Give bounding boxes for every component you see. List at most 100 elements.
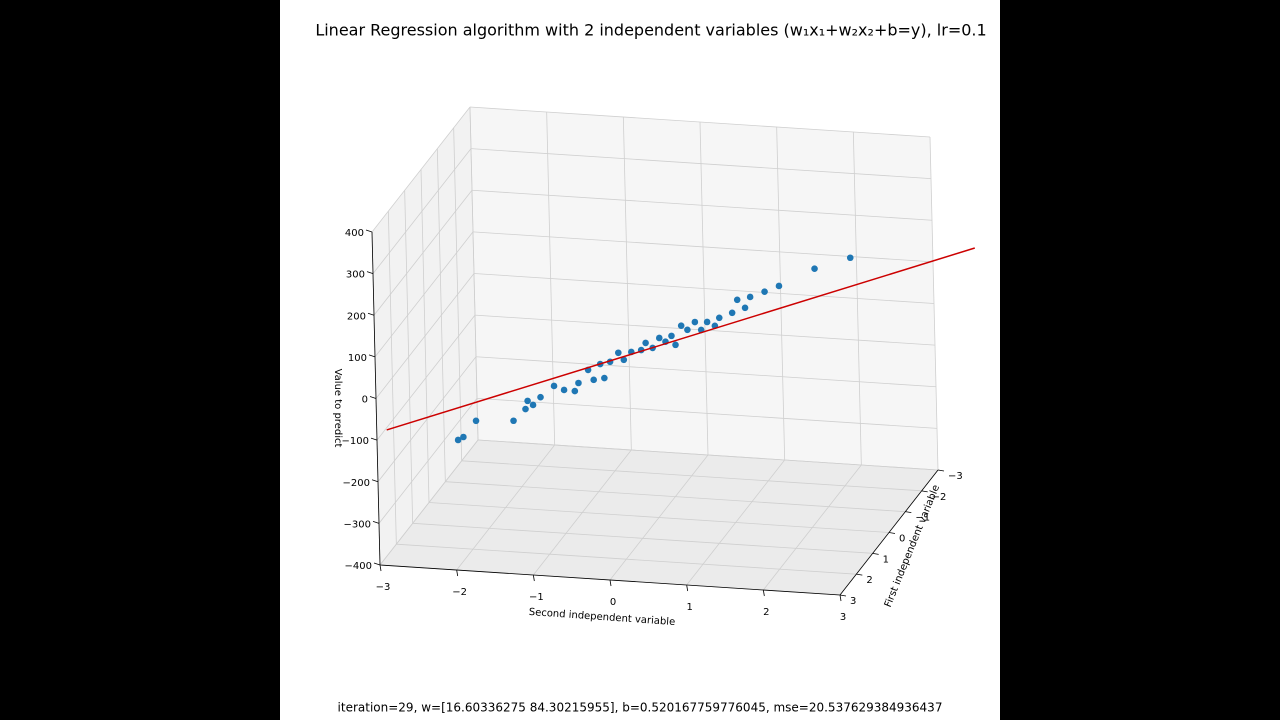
point bbox=[642, 339, 649, 347]
point bbox=[615, 349, 622, 357]
point bbox=[746, 293, 754, 301]
tick-mark bbox=[888, 532, 896, 534]
point bbox=[728, 309, 736, 317]
x1-tick-label: 0 bbox=[899, 534, 905, 545]
point bbox=[677, 322, 685, 329]
point bbox=[668, 332, 675, 340]
point bbox=[560, 386, 568, 394]
point bbox=[460, 433, 467, 441]
tick-mark bbox=[937, 469, 945, 472]
tick-mark bbox=[609, 579, 612, 587]
x1-tick-label: 1 bbox=[883, 554, 889, 565]
z-axis-line bbox=[371, 231, 381, 566]
x1-axis-line bbox=[839, 469, 939, 596]
grid-line bbox=[376, 314, 476, 441]
tick-mark bbox=[367, 312, 375, 316]
point bbox=[703, 318, 711, 326]
tick-mark bbox=[370, 437, 378, 441]
point bbox=[537, 393, 544, 401]
x2-tick-label: −2 bbox=[452, 587, 467, 598]
x1-tick-label: −1 bbox=[915, 513, 930, 524]
x2-tick-label: 1 bbox=[686, 602, 692, 613]
x2-tick-label: 2 bbox=[763, 607, 769, 618]
tick-mark bbox=[839, 594, 847, 597]
tick-mark bbox=[366, 271, 374, 275]
point bbox=[741, 304, 749, 312]
point bbox=[761, 288, 768, 295]
x2-axis-line bbox=[379, 564, 841, 596]
tick-mark bbox=[762, 589, 765, 597]
tick-mark bbox=[905, 511, 912, 514]
z-tick-label: 300 bbox=[346, 270, 365, 281]
grid-line bbox=[378, 398, 478, 524]
grid-line bbox=[445, 481, 906, 513]
grid-line bbox=[461, 460, 922, 492]
tick-mark bbox=[379, 564, 382, 572]
grid-line bbox=[472, 231, 934, 263]
point bbox=[715, 314, 723, 322]
x2-tick-label: −3 bbox=[376, 582, 391, 593]
tick-mark bbox=[368, 354, 376, 358]
grid-line bbox=[473, 273, 935, 304]
point bbox=[590, 376, 597, 384]
point bbox=[529, 401, 537, 409]
x2-tick-label: −1 bbox=[529, 592, 544, 603]
z-tick-label: 400 bbox=[345, 228, 364, 239]
tick-mark bbox=[921, 490, 928, 493]
point bbox=[811, 265, 818, 273]
point bbox=[684, 326, 691, 334]
point bbox=[691, 318, 699, 326]
annotation: iteration=29, w=[16.60336275 84.30215955… bbox=[338, 701, 943, 715]
point bbox=[655, 334, 663, 342]
point bbox=[522, 405, 529, 413]
z-tick-label: −400 bbox=[345, 561, 372, 572]
grid-line bbox=[396, 543, 857, 575]
grid-line bbox=[474, 314, 936, 346]
chart-title: Linear Regression algorithm with 2 indep… bbox=[315, 21, 986, 40]
z-tick-label: −200 bbox=[343, 478, 370, 489]
point bbox=[550, 382, 558, 390]
z-tick-label: 200 bbox=[347, 311, 366, 322]
point bbox=[510, 417, 517, 425]
grid-line bbox=[428, 502, 890, 533]
grid-line bbox=[374, 231, 474, 358]
z-tick-label: −100 bbox=[342, 436, 369, 447]
grid-line bbox=[371, 106, 471, 233]
grid-line bbox=[379, 439, 479, 566]
tick-mark bbox=[365, 229, 373, 233]
z-tick-label: −300 bbox=[344, 519, 371, 530]
tick-mark bbox=[371, 479, 379, 483]
panes bbox=[365, 106, 945, 602]
grid-line bbox=[475, 356, 937, 388]
tick-mark bbox=[686, 584, 689, 592]
x2-tick-label: 3 bbox=[840, 612, 846, 623]
point bbox=[601, 374, 608, 382]
z-tick-label: 100 bbox=[348, 353, 367, 364]
x1-tick-label: 3 bbox=[850, 596, 856, 607]
x1-tick-label: −2 bbox=[932, 492, 947, 503]
grid-line bbox=[373, 190, 473, 316]
grid-line bbox=[471, 189, 933, 221]
tick-mark bbox=[372, 520, 380, 524]
z-tick-label: 0 bbox=[362, 395, 368, 406]
x1-tick-label: 2 bbox=[866, 575, 872, 586]
x1-tick-label: −3 bbox=[948, 471, 963, 482]
grid-line bbox=[477, 439, 939, 471]
grid-line bbox=[372, 148, 472, 274]
tick-mark bbox=[839, 594, 842, 602]
tick-mark bbox=[856, 573, 863, 576]
point bbox=[454, 436, 462, 444]
point bbox=[775, 282, 783, 290]
x2-tick-label: 0 bbox=[610, 597, 616, 608]
grid-line bbox=[412, 522, 873, 554]
point bbox=[571, 387, 579, 395]
point bbox=[575, 379, 582, 387]
z-axis-label: Value to predict bbox=[332, 369, 343, 448]
grid-line bbox=[375, 273, 475, 399]
point bbox=[733, 296, 741, 304]
grid-line bbox=[470, 148, 932, 180]
point bbox=[620, 356, 628, 364]
point bbox=[846, 254, 854, 262]
